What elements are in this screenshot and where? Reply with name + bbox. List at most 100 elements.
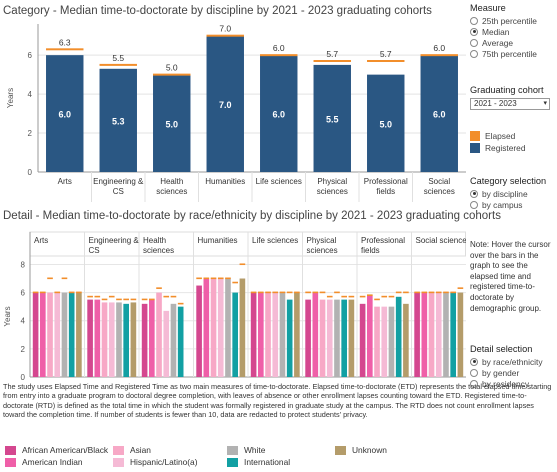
registered-bar-arts-african-american-black[interactable] (32, 292, 39, 377)
elapsed-bar-arts[interactable] (46, 48, 84, 51)
elapsed-bar-humanities[interactable] (206, 34, 244, 37)
elapsed-bar-physical-sciences-unknown[interactable] (348, 295, 355, 298)
registered-bar-engineering-cs-african-american-black[interactable] (87, 299, 93, 377)
registered-bar-arts-american-indian[interactable] (40, 292, 46, 377)
elapsed-bar-engineering-cs[interactable] (99, 63, 137, 66)
registered-bar-arts-asian[interactable] (47, 292, 53, 377)
elapsed-bar-health-sciences-hispanic-latino-a[interactable] (163, 295, 170, 298)
elapsed-bar-arts-hispanic-latino-a[interactable] (54, 291, 61, 294)
registered-bar-professional-fields-international[interactable] (395, 296, 402, 377)
registered-bar-engineering-cs-white[interactable] (116, 302, 122, 377)
registered-bar-professional-fields-american-indian[interactable] (367, 295, 373, 377)
elapsed-bar-humanities-international[interactable] (232, 281, 238, 284)
registered-bar-life-sciences[interactable] (260, 55, 298, 172)
registered-bar-life-sciences-unknown[interactable] (294, 292, 300, 377)
measure-option-average[interactable]: Average (470, 37, 557, 48)
elapsed-bar-engineering-cs-asian[interactable] (101, 298, 108, 301)
registered-bar-humanities-african-american-black[interactable] (196, 285, 202, 377)
registered-bar-social-sciences-american-indian[interactable] (421, 292, 428, 377)
race-legend-item-white[interactable]: White (227, 445, 265, 455)
elapsed-bar-arts-international[interactable] (68, 291, 75, 294)
elapsed-bar-humanities-unknown[interactable] (239, 263, 246, 266)
elapsed-bar-humanities-american-indian[interactable] (203, 277, 210, 280)
registered-bar-arts-unknown[interactable] (76, 292, 82, 377)
measure-option-25th-percentile[interactable]: 25th percentile (470, 15, 557, 26)
registered-bar-engineering-cs-american-indian[interactable] (94, 299, 101, 377)
elapsed-bar-social-sciences-american-indian[interactable] (421, 291, 428, 294)
registered-bar-health-sciences-asian[interactable] (156, 292, 162, 377)
registered-bar-professional-fields-african-american-black[interactable] (359, 303, 366, 377)
elapsed-bar-engineering-cs-african-american-black[interactable] (87, 295, 93, 298)
elapsed-bar-health-sciences-african-american-black[interactable] (141, 298, 148, 301)
registered-bar-humanities-hispanic-latino-a[interactable] (217, 278, 224, 377)
elapsed-bar-physical-sciences-international[interactable] (341, 295, 347, 298)
radio-icon[interactable] (470, 357, 478, 366)
registered-bar-physical-sciences-asian[interactable] (319, 299, 326, 377)
registered-bar-social-sciences[interactable] (420, 55, 458, 172)
elapsed-bar-physical-sciences[interactable] (313, 60, 351, 62)
elapsed-bar-humanities-white[interactable] (225, 277, 231, 280)
radio-icon[interactable] (470, 16, 478, 25)
elapsed-bar-physical-sciences-african-american-black[interactable] (305, 291, 311, 294)
registered-bar-humanities[interactable] (206, 35, 244, 173)
category-bar-chart[interactable]: 0 2 4 6 Years 6.3 6.0 Arts 5.5 5.3 Engineering &CS… (0, 20, 466, 208)
registered-bar-arts[interactable] (46, 55, 84, 172)
registered-bar-physical-sciences-african-american-black[interactable] (305, 299, 311, 377)
elapsed-bar-health-sciences-white[interactable] (170, 295, 177, 298)
elapsed-bar-social-sciences-international[interactable] (450, 291, 456, 294)
elapsed-bar-physical-sciences-asian[interactable] (319, 291, 326, 294)
registered-bar-health-sciences-international[interactable] (177, 306, 184, 377)
detail-option-by-gender[interactable]: by gender (470, 367, 557, 378)
elapsed-bar-social-sciences-unknown[interactable] (457, 287, 464, 289)
elapsed-bar-arts-asian[interactable] (47, 277, 53, 280)
race-legend-item-hispanic-latino-a[interactable]: Hispanic/Latino(a) (113, 457, 198, 467)
radio-icon[interactable] (470, 200, 478, 209)
registered-bar-engineering-cs-unknown[interactable] (130, 302, 137, 377)
registered-bar-life-sciences-white[interactable] (279, 292, 286, 377)
elapsed-bar-social-sciences[interactable] (420, 54, 458, 57)
registered-bar-health-sciences-white[interactable] (170, 303, 177, 377)
measure-option-median[interactable]: Median (470, 26, 557, 37)
registered-bar-health-sciences-african-american-black[interactable] (141, 303, 148, 377)
registered-bar-life-sciences-hispanic-latino-a[interactable] (272, 292, 279, 377)
radio-icon[interactable] (470, 368, 478, 377)
registered-bar-physical-sciences-american-indian[interactable] (312, 292, 319, 377)
detail-option-by-race-ethnicity[interactable]: by race/ethnicity (470, 356, 557, 367)
registered-bar-humanities-white[interactable] (225, 278, 231, 377)
legend-item-elapsed[interactable]: Elapsed (470, 130, 557, 142)
elapsed-bar-life-sciences-hispanic-latino-a[interactable] (272, 291, 279, 294)
radio-icon[interactable] (470, 27, 478, 36)
elapsed-bar-engineering-cs-white[interactable] (116, 298, 122, 301)
registered-bar-physical-sciences-unknown[interactable] (348, 299, 355, 377)
elapsed-bar-engineering-cs-unknown[interactable] (130, 298, 137, 301)
elapsed-bar-health-sciences-international[interactable] (177, 302, 184, 305)
elapsed-bar-social-sciences-white[interactable] (443, 291, 449, 294)
registered-bar-social-sciences-white[interactable] (443, 292, 449, 377)
registered-bar-arts-hispanic-latino-a[interactable] (54, 292, 61, 377)
race-legend-item-unknown[interactable]: Unknown (335, 445, 387, 455)
registered-bar-humanities-asian[interactable] (210, 278, 217, 377)
elapsed-bar-professional-fields[interactable] (367, 60, 405, 62)
elapsed-bar-professional-fields-asian[interactable] (374, 298, 380, 301)
elapsed-bar-professional-fields-hispanic-latino-a[interactable] (381, 295, 388, 298)
registered-bar-social-sciences-asian[interactable] (428, 292, 435, 377)
elapsed-bar-professional-fields-white[interactable] (388, 295, 395, 298)
elapsed-bar-arts-unknown[interactable] (76, 291, 82, 294)
registered-bar-professional-fields-asian[interactable] (374, 306, 380, 377)
registered-bar-social-sciences-hispanic-latino-a[interactable] (435, 292, 442, 377)
registered-bar-professional-fields-white[interactable] (388, 306, 395, 377)
registered-bar-physical-sciences-hispanic-latino-a[interactable] (326, 299, 333, 377)
elapsed-bar-physical-sciences-hispanic-latino-a[interactable] (326, 295, 333, 298)
registered-bar-professional-fields-hispanic-latino-a[interactable] (381, 306, 388, 377)
legend-item-registered[interactable]: Registered (470, 142, 557, 154)
registered-bar-humanities-american-indian[interactable] (203, 278, 210, 377)
radio-icon[interactable] (470, 379, 478, 388)
elapsed-bar-professional-fields-international[interactable] (395, 291, 402, 294)
elapsed-bar-arts-american-indian[interactable] (40, 291, 46, 294)
registered-bar-engineering-cs-asian[interactable] (101, 302, 108, 377)
registered-bar-professional-fields[interactable] (367, 74, 405, 172)
elapsed-bar-life-sciences-international[interactable] (286, 291, 293, 294)
registered-bar-social-sciences-unknown[interactable] (457, 292, 464, 377)
registered-bar-health-sciences-hispanic-latino-a[interactable] (163, 310, 170, 377)
